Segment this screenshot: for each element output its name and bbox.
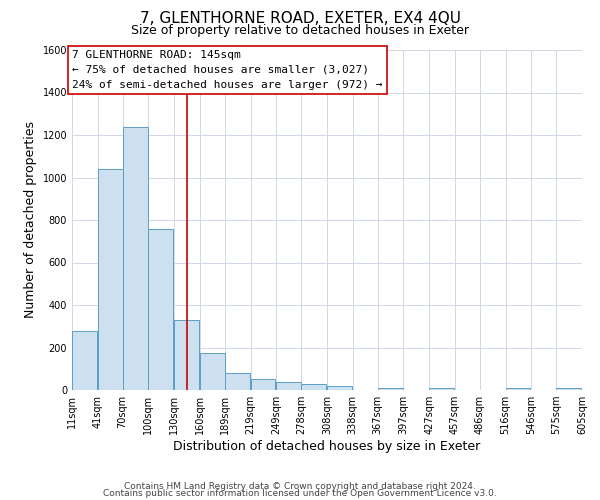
Y-axis label: Number of detached properties: Number of detached properties bbox=[24, 122, 37, 318]
Bar bbox=[122, 126, 148, 390]
Bar bbox=[200, 353, 225, 390]
Bar bbox=[377, 388, 403, 390]
Text: 7 GLENTHORNE ROAD: 145sqm
← 75% of detached houses are smaller (3,027)
24% of se: 7 GLENTHORNE ROAD: 145sqm ← 75% of detac… bbox=[72, 50, 383, 90]
Text: Contains public sector information licensed under the Open Government Licence v3: Contains public sector information licen… bbox=[103, 489, 497, 498]
Bar bbox=[251, 380, 275, 390]
Bar bbox=[327, 386, 352, 390]
Bar bbox=[301, 384, 326, 390]
Bar bbox=[506, 388, 530, 390]
Bar bbox=[72, 330, 97, 390]
Bar bbox=[225, 373, 250, 390]
Bar bbox=[98, 169, 122, 390]
Text: Contains HM Land Registry data © Crown copyright and database right 2024.: Contains HM Land Registry data © Crown c… bbox=[124, 482, 476, 491]
X-axis label: Distribution of detached houses by size in Exeter: Distribution of detached houses by size … bbox=[173, 440, 481, 453]
Bar bbox=[174, 320, 199, 390]
Text: Size of property relative to detached houses in Exeter: Size of property relative to detached ho… bbox=[131, 24, 469, 37]
Bar bbox=[556, 388, 581, 390]
Bar bbox=[148, 228, 173, 390]
Text: 7, GLENTHORNE ROAD, EXETER, EX4 4QU: 7, GLENTHORNE ROAD, EXETER, EX4 4QU bbox=[139, 11, 461, 26]
Bar bbox=[277, 382, 301, 390]
Bar bbox=[429, 388, 454, 390]
